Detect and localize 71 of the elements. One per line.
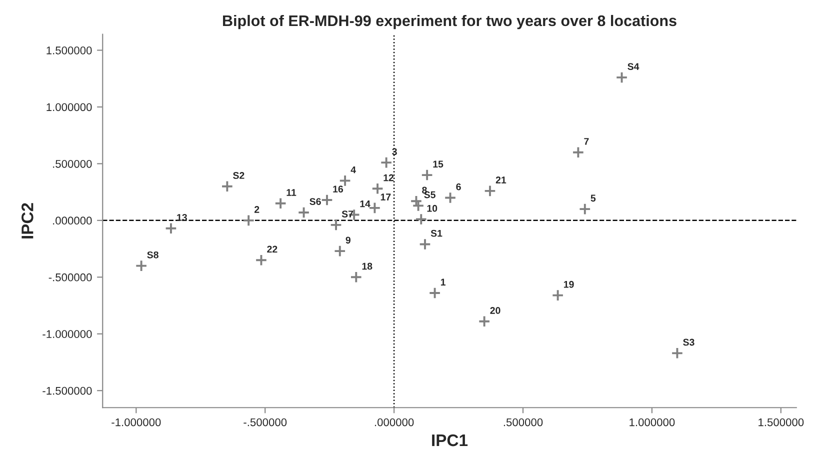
annotation: 18 (362, 262, 372, 270)
point (338, 174, 352, 187)
annotation: 7 (584, 138, 589, 145)
annotation: S7 (342, 210, 354, 218)
point (221, 180, 234, 193)
annotation: S8 (147, 251, 158, 258)
annotation: 15 (433, 160, 444, 168)
annotation: 11 (286, 189, 296, 196)
y-axis-title: IPC2 (22, 203, 34, 238)
x-tick-label: -.500000 (244, 418, 287, 426)
y-tick-label: -1.000000 (42, 330, 92, 338)
point (334, 244, 346, 258)
y-tick-label: -1.500000 (42, 386, 92, 395)
annotation: 20 (490, 307, 500, 314)
point (255, 254, 268, 266)
x-tick-label: 1.000000 (630, 418, 675, 426)
annotation: 19 (564, 280, 574, 288)
x-tick-label: .500000 (504, 418, 543, 426)
annotation: S4 (628, 63, 640, 70)
point (242, 214, 255, 227)
annotation: 10 (427, 204, 438, 212)
y-tick-label: .000000 (53, 216, 92, 225)
point (552, 289, 564, 302)
point (484, 184, 496, 198)
annotation: 22 (267, 246, 278, 253)
x-axis-title: IPC1 (432, 434, 468, 446)
point (578, 202, 592, 216)
x-tick-label: 1.500000 (758, 418, 804, 426)
y-tick-label: -.500000 (48, 273, 92, 282)
point (274, 197, 287, 210)
point (330, 218, 342, 232)
point (420, 168, 434, 182)
chart-title: Biplot of ER-MDH-99 experiment for two years over 8 locations (223, 14, 676, 30)
annotation: 21 (496, 176, 506, 184)
annotation: 9 (346, 236, 350, 244)
annotation: 16 (333, 186, 344, 193)
point (320, 194, 334, 206)
annotation: 14 (360, 200, 370, 208)
point (298, 206, 310, 219)
annotation: 12 (384, 174, 394, 182)
point (478, 315, 490, 328)
annotation: S2 (233, 172, 244, 179)
y-tick-label: 1.000000 (46, 103, 92, 112)
annotation: 13 (177, 214, 187, 221)
point (415, 213, 428, 226)
annotation: 1 (440, 278, 446, 286)
annotation: 3 (392, 148, 397, 156)
annotation: S3 (683, 338, 694, 346)
point (428, 286, 441, 300)
annotation: 6 (456, 183, 461, 190)
annotation: 2 (254, 206, 260, 213)
x-tick-label: .000000 (374, 418, 414, 426)
point (368, 202, 381, 214)
point (444, 192, 456, 204)
point (616, 71, 628, 84)
point (418, 238, 432, 250)
point (135, 260, 148, 272)
annotation: S6 (310, 198, 321, 205)
annotation: 5 (590, 194, 596, 202)
annotation: 17 (380, 194, 391, 200)
point (380, 156, 392, 169)
point (671, 347, 684, 360)
y-tick-label: 1.500000 (46, 46, 92, 54)
y-tick-label: .500000 (53, 160, 92, 168)
point (164, 222, 178, 234)
annotation: 4 (350, 166, 356, 174)
point (572, 146, 584, 158)
point (350, 271, 362, 284)
point (371, 182, 384, 195)
x-tick-label: -1.000000 (112, 418, 161, 426)
annotation: S1 (430, 230, 442, 237)
